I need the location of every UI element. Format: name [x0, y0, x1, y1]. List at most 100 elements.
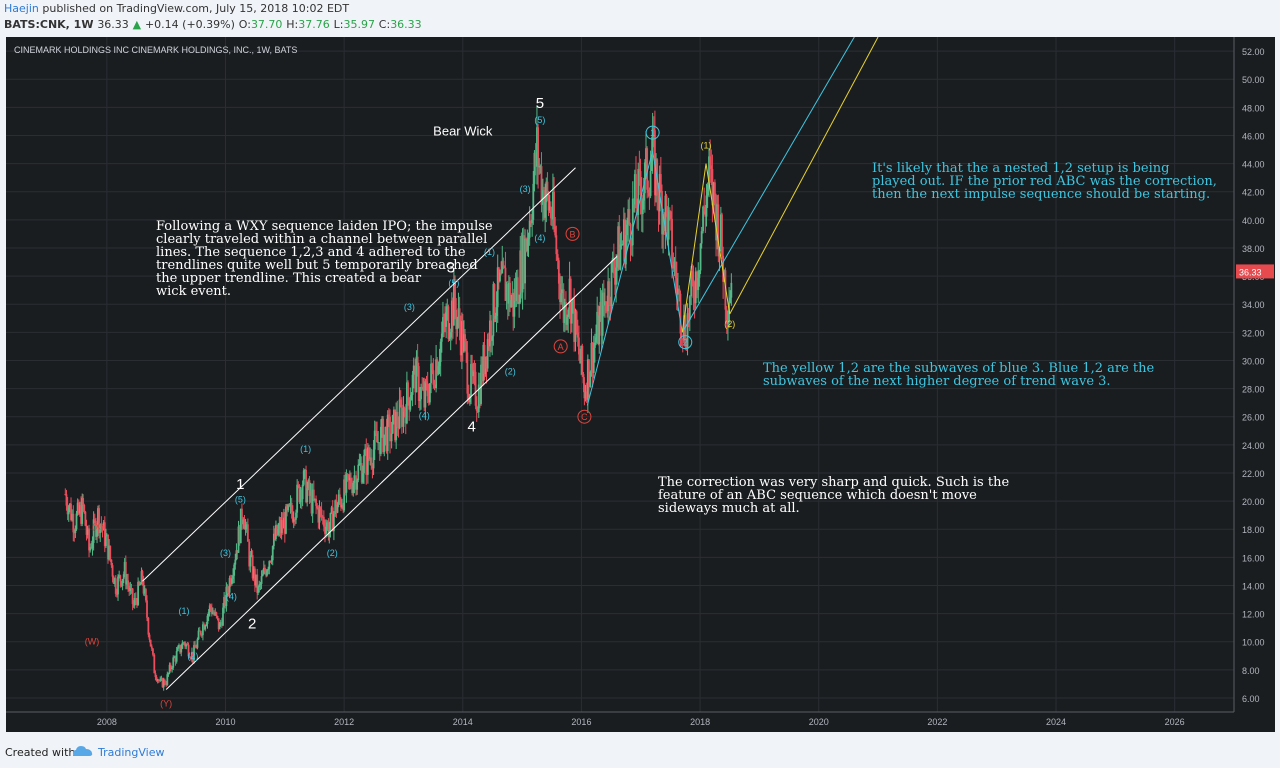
candle-body [519, 250, 522, 303]
candle-body [219, 622, 222, 624]
candle-body [496, 267, 499, 308]
candle-body [456, 318, 459, 330]
candle-body [371, 465, 374, 469]
candle-body [573, 298, 576, 342]
candle-body [480, 364, 482, 404]
time-tick-label: 2024 [1046, 717, 1066, 727]
channel-upper-line [142, 167, 576, 582]
candle-body [598, 315, 601, 345]
candle-body [534, 152, 537, 167]
candle-body [300, 489, 303, 500]
candle-body [249, 555, 252, 567]
candle-body [630, 244, 633, 246]
candle-body [168, 664, 171, 674]
candle-body [101, 527, 104, 531]
candle-body [522, 235, 525, 284]
blue-impulse-3-line [681, 37, 855, 333]
candle-body [475, 405, 478, 411]
candle-body [625, 235, 627, 265]
candle-body [342, 504, 345, 511]
candle-body [122, 574, 125, 580]
candle-body [74, 529, 77, 534]
candle-body [668, 210, 671, 212]
price-tick-label: 12.00 [1242, 610, 1265, 620]
candle-body [68, 503, 71, 508]
candle-body [271, 546, 274, 561]
chart-title: CINEMARK HOLDINGS INC CINEMARK HOLDINGS,… [14, 45, 297, 55]
symbol-line: BATS:CNK, 1W 36.33 ▲ +0.14 (+0.39%) O:37… [4, 18, 422, 31]
wave-label: (X) [92, 521, 104, 531]
high-label: H: [286, 18, 299, 31]
time-tick-label: 2012 [334, 717, 354, 727]
candle-body [492, 284, 495, 337]
candle-body [357, 464, 360, 481]
candle-body [608, 281, 611, 305]
candle-body [514, 288, 517, 301]
candle-body [714, 182, 716, 204]
candle-body [555, 235, 558, 255]
candle-body [309, 490, 312, 496]
candle-body [197, 630, 200, 640]
candle-body [113, 578, 116, 584]
candle-body [531, 219, 534, 224]
candle-body [672, 264, 675, 269]
candle-body [509, 282, 511, 307]
candle-body [325, 526, 328, 534]
tradingview-brand-link[interactable]: TradingView [98, 746, 165, 759]
candle-body [153, 654, 156, 674]
candle-body [398, 399, 401, 429]
time-tick-label: 2010 [215, 717, 235, 727]
candle-body [725, 309, 728, 324]
candle-body [275, 525, 277, 540]
price-chart[interactable]: 6.008.0010.0012.0014.0016.0018.0020.0022… [6, 37, 1275, 732]
candle-body [596, 311, 599, 338]
up-triangle-icon: ▲ [132, 18, 142, 31]
candle-body [410, 394, 413, 401]
candle-body [442, 317, 444, 334]
candle-body [609, 304, 612, 307]
candle-body [331, 507, 334, 532]
candle-body [100, 524, 103, 528]
candle-body [191, 651, 193, 659]
candle-body [565, 301, 567, 325]
time-tick-label: 2022 [927, 717, 947, 727]
author-link[interactable]: Haejin [4, 2, 39, 15]
candle-body [416, 356, 419, 367]
candle-body [450, 300, 453, 333]
candle-body [187, 644, 190, 657]
candle-body [620, 244, 623, 246]
candle-body [561, 289, 564, 294]
candle-body [549, 206, 552, 219]
candle-body [631, 198, 634, 246]
candle-body [708, 156, 710, 186]
yellow-sub-2-line [705, 163, 731, 315]
candle-body [501, 260, 504, 274]
candle-body [675, 278, 678, 295]
wxy-note: Following a WXY sequence laiden IPO; the… [156, 219, 493, 299]
candle-body [696, 271, 699, 291]
abc-correction-note: The correction was very sharp and quick.… [658, 475, 1010, 516]
candle-body [479, 384, 481, 404]
candle-body [430, 363, 432, 384]
chart-panel[interactable]: 6.00 8.00 10.00 12.00 14.00 16.00 18.00 20.00 22… [6, 37, 1275, 732]
candle-body [471, 363, 474, 377]
candle-body [305, 469, 307, 503]
candle-body [640, 195, 643, 215]
candle-body [679, 293, 682, 334]
candle-body [486, 339, 489, 369]
candle-body [403, 407, 406, 412]
candle-body [402, 407, 405, 427]
price-tick-label: 32.00 [1242, 328, 1265, 338]
candle-body [532, 183, 535, 220]
header: Haejin published on TradingView.com, Jul… [0, 0, 1280, 36]
candle-body [186, 644, 189, 646]
candle-body [306, 488, 309, 503]
candle-body [140, 571, 143, 585]
candle-body [248, 541, 251, 567]
candle-body [645, 148, 647, 163]
candle-body [194, 645, 197, 648]
wave-label: C [581, 412, 588, 422]
candle-body [556, 254, 559, 261]
tradingview-cloud-icon [73, 746, 93, 756]
candle-body [515, 277, 518, 301]
